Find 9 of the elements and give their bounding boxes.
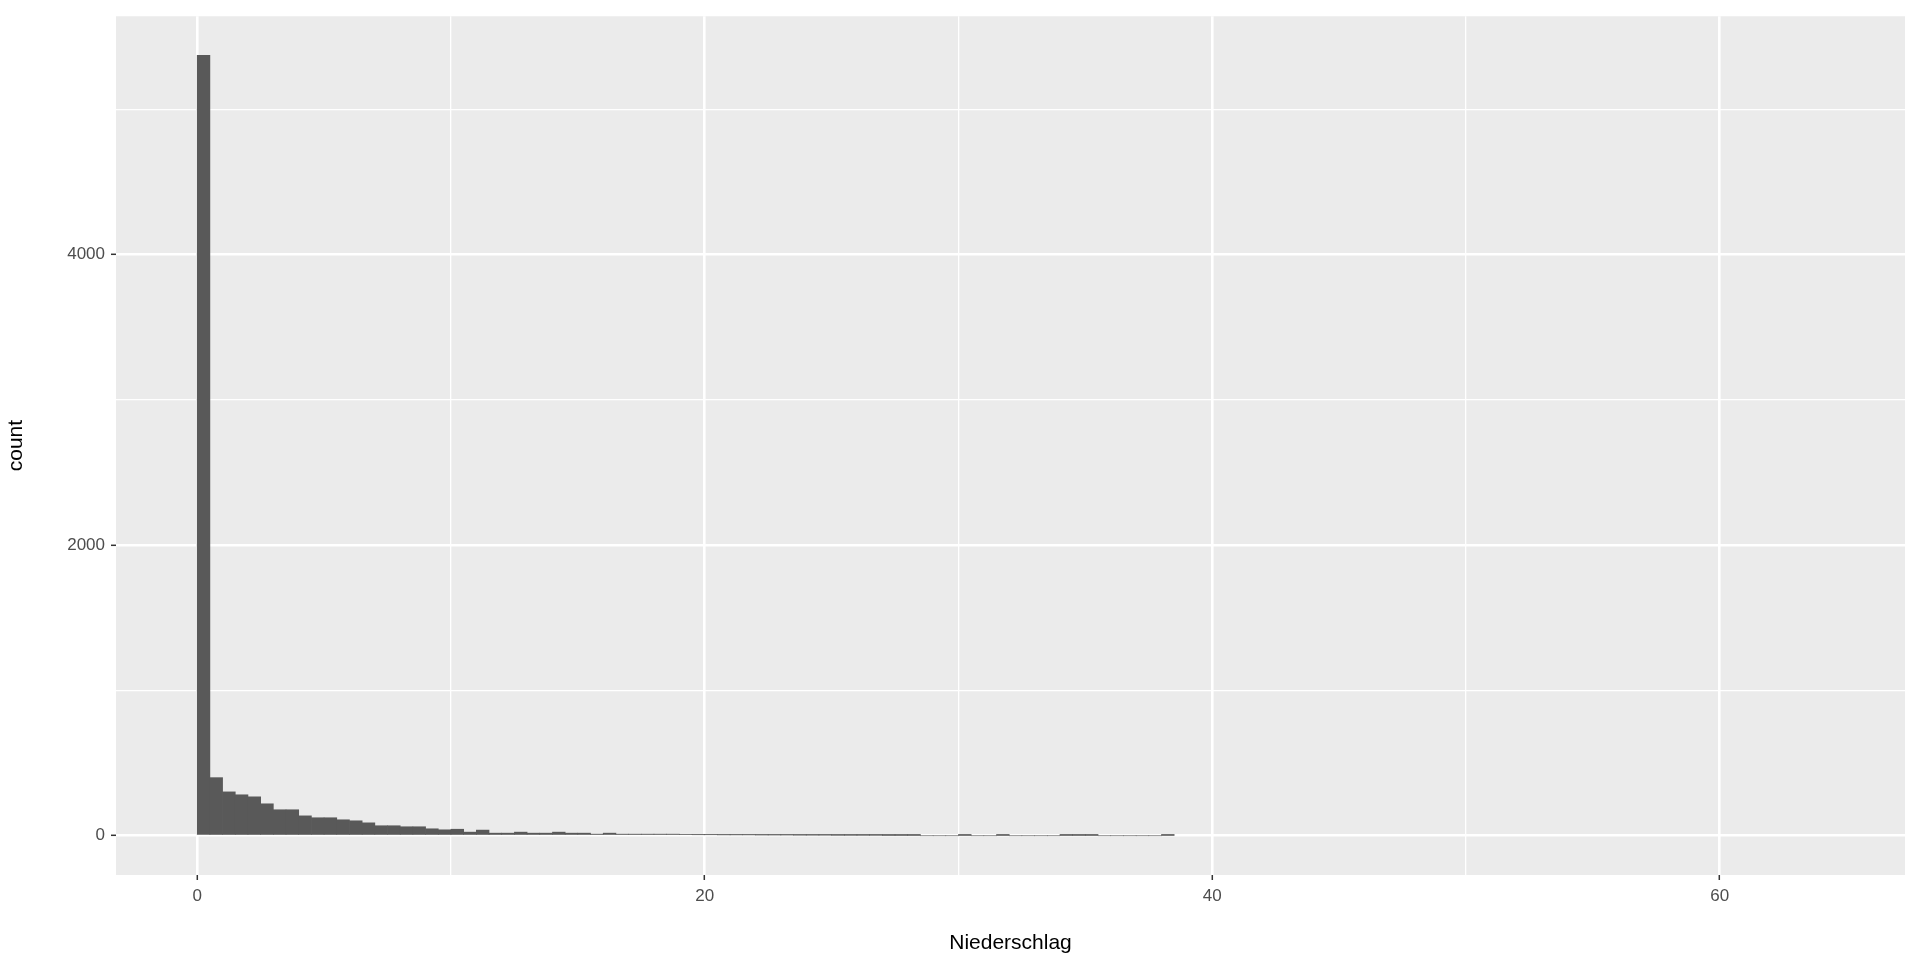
x-tick-label: 40 — [1202, 885, 1222, 905]
x-tick-label: 0 — [192, 885, 202, 905]
x-tick-label: 60 — [1710, 885, 1730, 905]
y-tick-label: 0 — [95, 825, 105, 845]
x-axis-title: Niederschlag — [949, 930, 1072, 954]
y-axis-title: count — [3, 419, 27, 472]
y-tick-label: 4000 — [67, 244, 105, 264]
x-tick-label: 20 — [695, 885, 715, 905]
y-tick-label: 2000 — [67, 534, 105, 554]
